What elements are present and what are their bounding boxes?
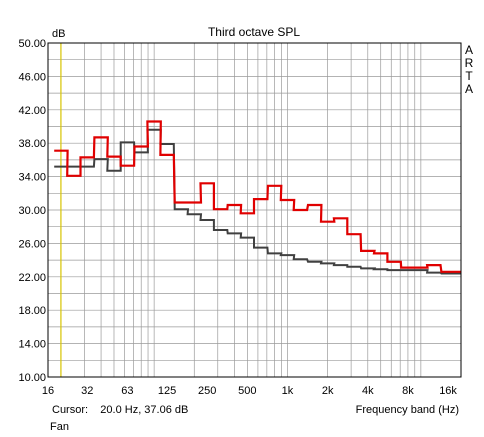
y-axis-label: dB [52,28,65,40]
series-group [54,120,461,275]
x-tick-label: 125 [158,385,176,397]
watermark-letter: T [465,69,473,83]
x-tick-label: 1k [282,385,294,397]
y-tick-labels: 10.00 14.00 18.00 22.00 26.00 30.00 34.00 38.00… [18,38,46,384]
x-axis-label: Frequency band (Hz) [356,404,459,416]
x-tick-label: 8k [402,385,414,397]
x-tick-label: 16k [439,385,457,397]
arta-watermark: A R T A [465,43,474,96]
y-tick-label: 34.00 [18,172,46,184]
watermark-letter: A [465,43,473,57]
x-tick-label: 250 [198,385,216,397]
y-tick-label: 26.00 [18,238,46,250]
x-tick-label: 16 [42,385,54,397]
x-tick-label: 500 [238,385,256,397]
x-tick-label: 2k [322,385,334,397]
series-line-gray [54,128,461,275]
plot-frame [47,42,462,378]
y-tick-label: 14.00 [18,339,46,351]
y-tick-label: 18.00 [18,305,46,317]
y-tick-label: 38.00 [18,138,46,150]
y-tick-label: 10.00 [18,372,46,384]
y-tick-label: 22.00 [18,272,46,284]
watermark-letter: R [465,56,474,70]
x-tick-labels: 16 32 63 125 250 500 1k 2k 4k 8k 16k [42,385,458,397]
x-tick-label: 32 [81,385,93,397]
x-tick-label: 63 [121,385,133,397]
y-tick-label: 46.00 [18,71,46,83]
y-tick-label: 42.00 [18,105,46,117]
footer-label: Fan [50,421,69,433]
x-tick-label: 4k [362,385,374,397]
y-tick-label: 30.00 [18,205,46,217]
series-line-red [54,120,461,273]
chart-title: Third octave SPL [208,25,300,39]
y-tick-label: 50.00 [18,38,46,50]
watermark-letter: A [465,82,473,96]
cursor-readout: Cursor: 20.0 Hz, 37.06 dB [52,404,188,416]
